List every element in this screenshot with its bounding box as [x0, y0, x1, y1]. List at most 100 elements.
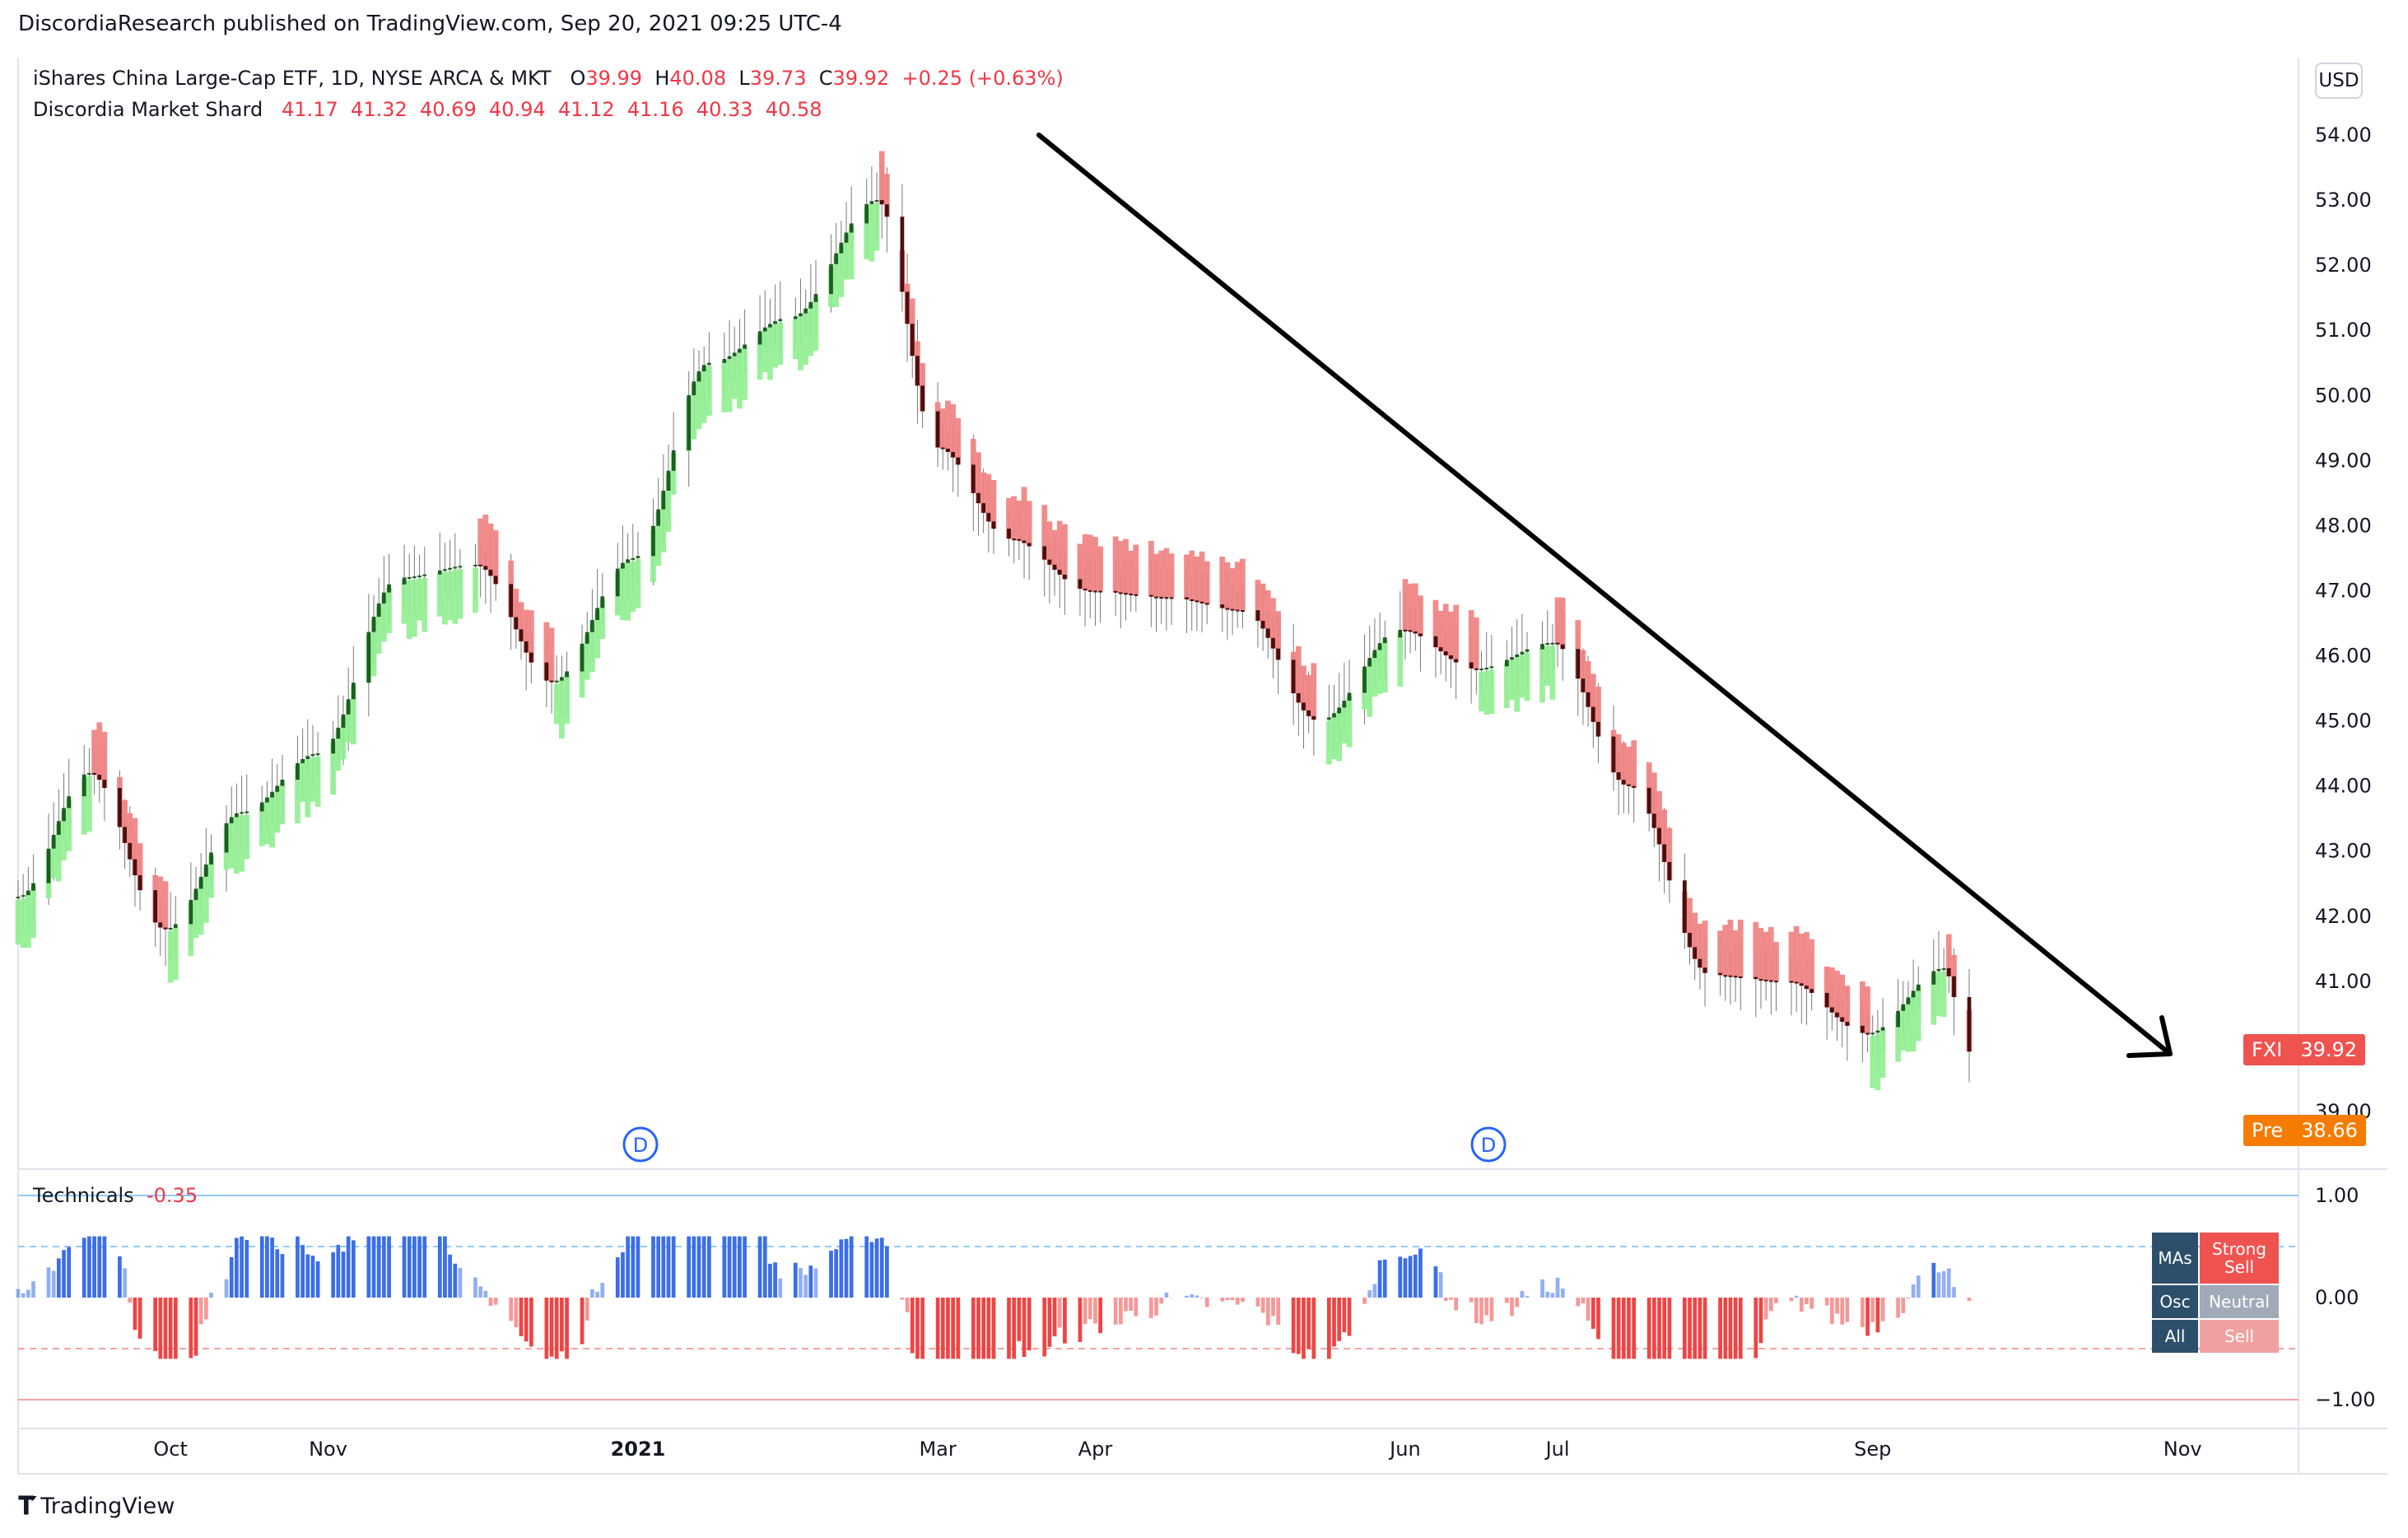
- tech-bar: [778, 1278, 783, 1298]
- candle-body: [905, 291, 910, 324]
- candle-body: [1185, 597, 1189, 599]
- candle-shadow: [162, 881, 169, 930]
- candle-body: [1057, 570, 1062, 575]
- candle: [1442, 604, 1449, 682]
- candle-body: [296, 762, 300, 780]
- candle-body: [417, 576, 422, 578]
- candle: [1940, 948, 1947, 1018]
- tech-bar: [1698, 1298, 1702, 1359]
- trend-arrow-annotation: [1036, 133, 2173, 1058]
- candle-body: [951, 452, 955, 458]
- candle: [30, 854, 36, 939]
- candle-shadow: [1697, 923, 1703, 968]
- tech-bar: [1291, 1298, 1296, 1354]
- candle: [1123, 538, 1129, 621]
- candle: [228, 786, 235, 869]
- candle-shadow: [777, 322, 784, 366]
- candle-body: [1931, 971, 1936, 985]
- candle: [1692, 912, 1698, 981]
- candle-body: [1545, 643, 1550, 645]
- candle: [1732, 930, 1739, 1002]
- tech-bar: [351, 1240, 356, 1298]
- tech-bar: [51, 1270, 56, 1298]
- candle: [1585, 655, 1591, 727]
- candle: [904, 254, 911, 362]
- tradingview-logo[interactable]: 𝐓′ TradingView: [18, 1492, 175, 1521]
- tech-bar: [803, 1275, 808, 1298]
- tech-bar: [1504, 1298, 1509, 1303]
- candle: [1158, 550, 1165, 624]
- candle-shadow: [1585, 661, 1591, 707]
- candle-body: [102, 780, 107, 788]
- tech-bar: [595, 1292, 599, 1298]
- tech-bar: [305, 1254, 310, 1298]
- candle-shadow: [1367, 661, 1373, 717]
- tech-bar: [437, 1236, 442, 1298]
- candle-shadow: [137, 843, 143, 891]
- candle-shadow: [706, 366, 712, 416]
- tech-bar: [1443, 1298, 1448, 1302]
- tech-bar: [1007, 1298, 1011, 1359]
- candle: [630, 524, 636, 612]
- tech-bar: [915, 1298, 920, 1359]
- candle-shadow: [1895, 1014, 1901, 1062]
- tech-bar: [1738, 1298, 1743, 1359]
- candle-body: [1479, 669, 1483, 671]
- candle: [1092, 537, 1098, 626]
- candle-shadow: [258, 805, 265, 846]
- candle-shadow: [1737, 920, 1744, 977]
- tech-bar: [1047, 1298, 1052, 1347]
- candle-shadow: [1620, 743, 1627, 785]
- tech-bar: [1057, 1298, 1062, 1328]
- candle-body: [981, 503, 986, 513]
- candle: [1651, 772, 1657, 847]
- candle-shadow: [742, 347, 748, 401]
- candle: [239, 776, 245, 872]
- currency-button[interactable]: USD: [2315, 63, 2363, 99]
- tech-bar: [458, 1267, 463, 1298]
- candle-body: [1723, 975, 1728, 977]
- table-label-mas: MAs: [2152, 1233, 2198, 1284]
- candle: [330, 720, 337, 795]
- candle-shadow: [1432, 599, 1439, 648]
- tech-bar: [696, 1236, 701, 1298]
- tech-bar: [1952, 1287, 1956, 1298]
- candle-body: [412, 576, 417, 579]
- candle-shadow: [1046, 521, 1053, 565]
- candle-shadow: [1702, 920, 1708, 973]
- candle-body: [26, 890, 30, 896]
- time-tick-label: Oct: [153, 1438, 188, 1461]
- candle: [508, 553, 515, 650]
- candle: [492, 529, 499, 601]
- candle: [1788, 931, 1795, 1016]
- tech-bar: [387, 1236, 391, 1298]
- tech-bar: [600, 1283, 605, 1298]
- tech-bar: [879, 1237, 884, 1298]
- candle-body: [799, 313, 803, 317]
- candle: [1341, 662, 1348, 744]
- tech-bar: [839, 1239, 844, 1298]
- tech-bar: [67, 1247, 72, 1298]
- candle-shadow: [665, 473, 672, 532]
- tech-bar: [448, 1254, 452, 1298]
- tech-bar: [727, 1236, 732, 1298]
- candle-shadow: [1687, 897, 1693, 948]
- candle-body: [1362, 666, 1367, 693]
- candle-body: [1763, 979, 1768, 981]
- candle: [670, 412, 677, 496]
- candle-shadow: [599, 599, 606, 639]
- candle-shadow: [96, 722, 103, 781]
- candle: [579, 624, 585, 698]
- candle-body: [1398, 629, 1403, 638]
- candle-shadow: [1376, 646, 1383, 694]
- candle-body: [1794, 981, 1799, 984]
- candle-shadow: [81, 777, 87, 835]
- candle: [1509, 627, 1515, 700]
- candle: [137, 843, 143, 911]
- candle-body: [1504, 659, 1509, 667]
- tech-bar: [701, 1236, 706, 1298]
- tech-bar: [1342, 1298, 1347, 1333]
- candle: [828, 234, 834, 313]
- tech-bar: [1093, 1298, 1097, 1324]
